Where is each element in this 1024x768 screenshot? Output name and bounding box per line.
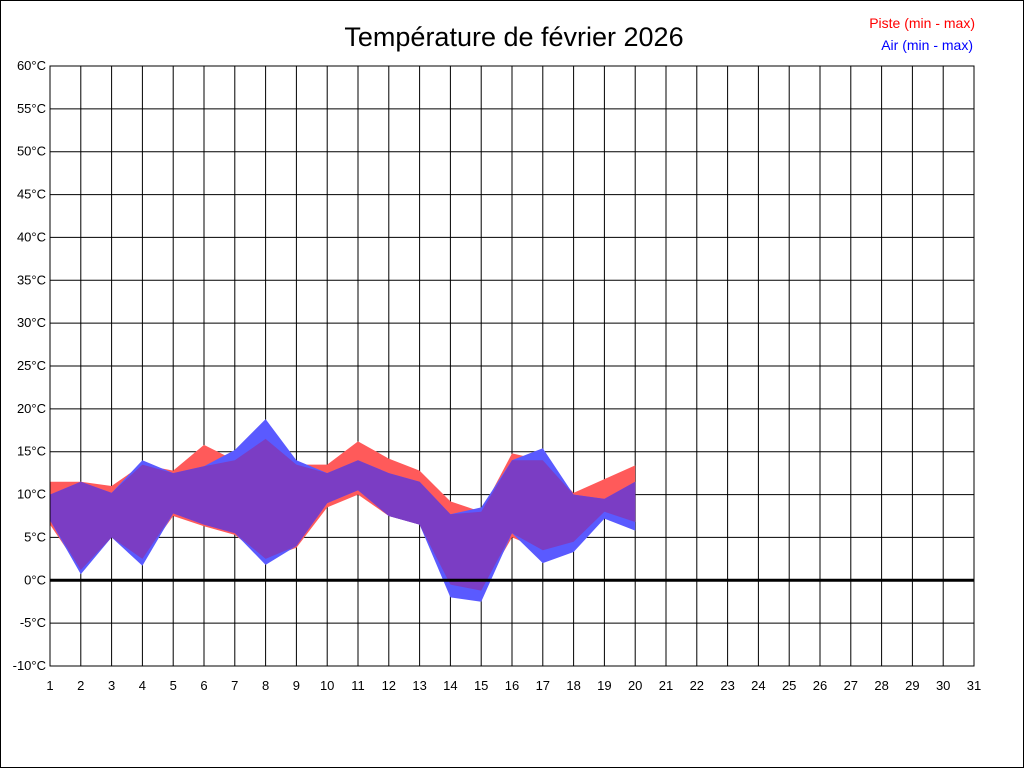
x-tick-label-12: 12 — [382, 678, 396, 693]
x-tick-label-22: 22 — [690, 678, 704, 693]
y-tick-label-50: 50°C — [17, 144, 46, 159]
x-tick-label-20: 20 — [628, 678, 642, 693]
overlap-range-band — [50, 438, 636, 591]
x-tick-label-14: 14 — [443, 678, 457, 693]
y-tick-label-25: 25°C — [17, 358, 46, 373]
x-tick-label-10: 10 — [320, 678, 334, 693]
y-tick-label-15: 15°C — [17, 444, 46, 459]
x-tick-label-30: 30 — [936, 678, 950, 693]
y-tick-label-20: 20°C — [17, 401, 46, 416]
y-tick-label-45: 45°C — [17, 187, 46, 202]
y-tick-label-60: 60°C — [17, 58, 46, 73]
axis-layer: 60°C55°C50°C45°C40°C35°C30°C25°C20°C15°C… — [13, 58, 982, 693]
x-tick-label-26: 26 — [813, 678, 827, 693]
x-tick-label-23: 23 — [720, 678, 734, 693]
y-tick-label-10: 10°C — [17, 487, 46, 502]
x-tick-label-13: 13 — [412, 678, 426, 693]
plot-frame — [49, 65, 975, 667]
grid-layer — [49, 65, 975, 667]
y-tick-label-40: 40°C — [17, 229, 46, 244]
x-tick-label-21: 21 — [659, 678, 673, 693]
x-tick-label-27: 27 — [844, 678, 858, 693]
x-tick-label-16: 16 — [505, 678, 519, 693]
y-tick-label-35: 35°C — [17, 272, 46, 287]
x-tick-label-7: 7 — [231, 678, 238, 693]
x-tick-label-3: 3 — [108, 678, 115, 693]
x-tick-label-2: 2 — [77, 678, 84, 693]
chart-title: Température de février 2026 — [344, 22, 683, 52]
x-tick-label-4: 4 — [139, 678, 146, 693]
y-tick-label-55: 55°C — [17, 101, 46, 116]
x-tick-label-31: 31 — [967, 678, 981, 693]
x-tick-label-9: 9 — [293, 678, 300, 693]
legend-air: Air (min - max) — [881, 37, 973, 53]
x-tick-label-5: 5 — [170, 678, 177, 693]
y-tick-label-5: 5°C — [24, 529, 46, 544]
y-tick-label--5: -5°C — [20, 615, 46, 630]
x-tick-label-28: 28 — [874, 678, 888, 693]
x-tick-label-15: 15 — [474, 678, 488, 693]
x-tick-label-25: 25 — [782, 678, 796, 693]
x-tick-label-24: 24 — [751, 678, 765, 693]
x-tick-label-17: 17 — [536, 678, 550, 693]
x-tick-label-8: 8 — [262, 678, 269, 693]
x-tick-label-19: 19 — [597, 678, 611, 693]
x-tick-label-18: 18 — [566, 678, 580, 693]
area-layer — [50, 419, 636, 602]
y-tick-label-30: 30°C — [17, 315, 46, 330]
x-tick-label-29: 29 — [905, 678, 919, 693]
x-tick-label-11: 11 — [351, 678, 365, 693]
x-tick-label-1: 1 — [46, 678, 53, 693]
y-tick-label-0: 0°C — [24, 572, 46, 587]
x-tick-label-6: 6 — [200, 678, 207, 693]
legend-piste: Piste (min - max) — [869, 15, 975, 31]
y-tick-label--10: -10°C — [13, 658, 46, 673]
